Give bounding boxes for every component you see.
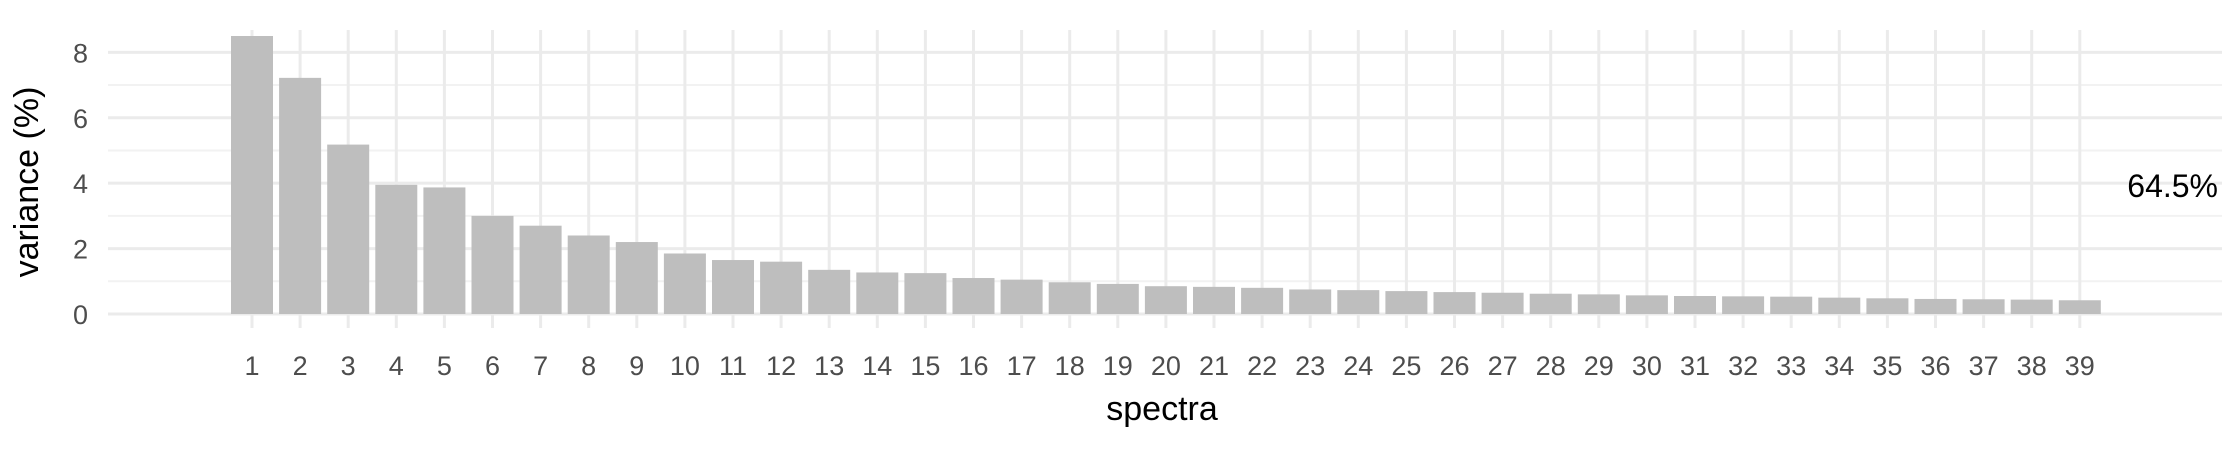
y-tick-label: 0 xyxy=(73,300,88,330)
bar-spectra-9 xyxy=(615,242,658,314)
x-tick-label: 35 xyxy=(1872,351,1902,381)
x-tick-label: 32 xyxy=(1728,351,1758,381)
bar-spectra-11 xyxy=(712,260,754,314)
bar-spectra-7 xyxy=(519,225,562,314)
x-tick-label: 33 xyxy=(1776,351,1806,381)
cumulative-variance-annotation: 64.5% xyxy=(2127,168,2218,204)
x-tick-label: 39 xyxy=(2065,351,2095,381)
x-tick-label: 30 xyxy=(1632,351,1662,381)
bar-spectra-32 xyxy=(1722,296,1765,314)
x-tick-label: 28 xyxy=(1536,351,1566,381)
x-tick-label: 15 xyxy=(910,351,940,381)
bar-spectra-31 xyxy=(1674,296,1716,314)
bar-spectra-15 xyxy=(904,273,947,314)
bar-spectra-25 xyxy=(1385,291,1428,314)
x-tick-label: 11 xyxy=(719,351,747,381)
x-tick-label: 14 xyxy=(862,351,892,381)
bar-spectra-24 xyxy=(1337,290,1380,314)
x-tick-label: 27 xyxy=(1488,351,1518,381)
bar-spectra-18 xyxy=(1048,282,1091,314)
bar-spectra-38 xyxy=(2010,299,2053,314)
bar-spectra-8 xyxy=(567,235,610,314)
x-tick-label: 10 xyxy=(670,351,700,381)
x-axis-title: spectra xyxy=(1106,390,1218,428)
x-tick-label: 29 xyxy=(1584,351,1614,381)
bar-spectra-16 xyxy=(952,278,995,314)
bar-spectra-13 xyxy=(808,269,851,314)
bar-spectra-29 xyxy=(1577,294,1620,314)
x-tick-label: 12 xyxy=(766,351,796,381)
x-tick-label: 36 xyxy=(1920,351,1950,381)
x-tick-label: 6 xyxy=(485,351,500,381)
bar-spectra-22 xyxy=(1241,287,1284,314)
x-tick-label: 3 xyxy=(341,351,356,381)
x-axis-ticks: 1 2 3 4 5 6 7 8 9 10 11 12 13 14 15 16 17 18 19 20 21 22 23 24 2… xyxy=(244,351,2094,381)
bar-spectra-20 xyxy=(1144,286,1187,314)
y-tick-label: 6 xyxy=(73,104,88,134)
x-tick-label: 16 xyxy=(958,351,988,381)
y-axis-title: variance (%) xyxy=(8,87,46,278)
bar-spectra-36 xyxy=(1914,298,1957,314)
x-tick-label: 8 xyxy=(581,351,596,381)
bar-spectra-4 xyxy=(375,184,418,314)
bar-spectra-34 xyxy=(1818,297,1861,314)
bar-spectra-10 xyxy=(663,253,706,314)
bar-spectra-27 xyxy=(1481,292,1524,314)
x-tick-label: 13 xyxy=(814,351,844,381)
bar-spectra-3 xyxy=(327,144,370,314)
x-tick-label: 31 xyxy=(1680,351,1710,381)
bar-spectra-5 xyxy=(423,187,466,314)
x-tick-label: 25 xyxy=(1391,351,1421,381)
y-tick-label: 8 xyxy=(73,38,88,68)
bar-spectra-1 xyxy=(231,36,273,314)
bar-spectra-14 xyxy=(856,272,899,314)
bar-spectra-33 xyxy=(1770,296,1813,314)
x-tick-label: 37 xyxy=(1969,351,1999,381)
x-tick-label: 18 xyxy=(1055,351,1085,381)
x-tick-label: 38 xyxy=(2017,351,2047,381)
bar-spectra-37 xyxy=(1962,299,2005,314)
bar-spectra-30 xyxy=(1625,295,1668,314)
y-axis-ticks: 0 2 4 6 8 xyxy=(73,38,88,330)
bar-spectra-17 xyxy=(1000,279,1043,314)
bar-spectra-19 xyxy=(1096,283,1139,314)
bar-spectra-6 xyxy=(471,215,514,314)
x-tick-label: 21 xyxy=(1199,351,1229,381)
bars xyxy=(231,36,2101,315)
x-tick-label: 23 xyxy=(1295,351,1325,381)
x-tick-label: 1 xyxy=(244,351,259,381)
x-tick-label: 19 xyxy=(1103,351,1133,381)
bar-spectra-39 xyxy=(2058,300,2101,314)
y-tick-label: 4 xyxy=(73,169,88,199)
x-tick-label: 9 xyxy=(629,351,644,381)
x-tick-label: 5 xyxy=(437,351,452,381)
bar-spectra-26 xyxy=(1433,292,1476,314)
bar-spectra-21 xyxy=(1193,286,1235,314)
x-tick-label: 34 xyxy=(1824,351,1854,381)
x-tick-label: 4 xyxy=(389,351,404,381)
x-tick-label: 22 xyxy=(1247,351,1277,381)
x-tick-label: 24 xyxy=(1343,351,1373,381)
x-tick-label: 7 xyxy=(533,351,548,381)
x-tick-label: 17 xyxy=(1007,351,1037,381)
bar-spectra-28 xyxy=(1529,293,1572,314)
x-tick-label: 2 xyxy=(293,351,308,381)
y-tick-label: 2 xyxy=(73,235,88,265)
x-tick-label: 26 xyxy=(1439,351,1469,381)
bar-spectra-2 xyxy=(279,77,322,315)
bar-spectra-35 xyxy=(1866,298,1909,314)
bar-spectra-12 xyxy=(760,261,803,314)
x-tick-label: 20 xyxy=(1151,351,1181,381)
bar-spectra-23 xyxy=(1289,289,1332,314)
